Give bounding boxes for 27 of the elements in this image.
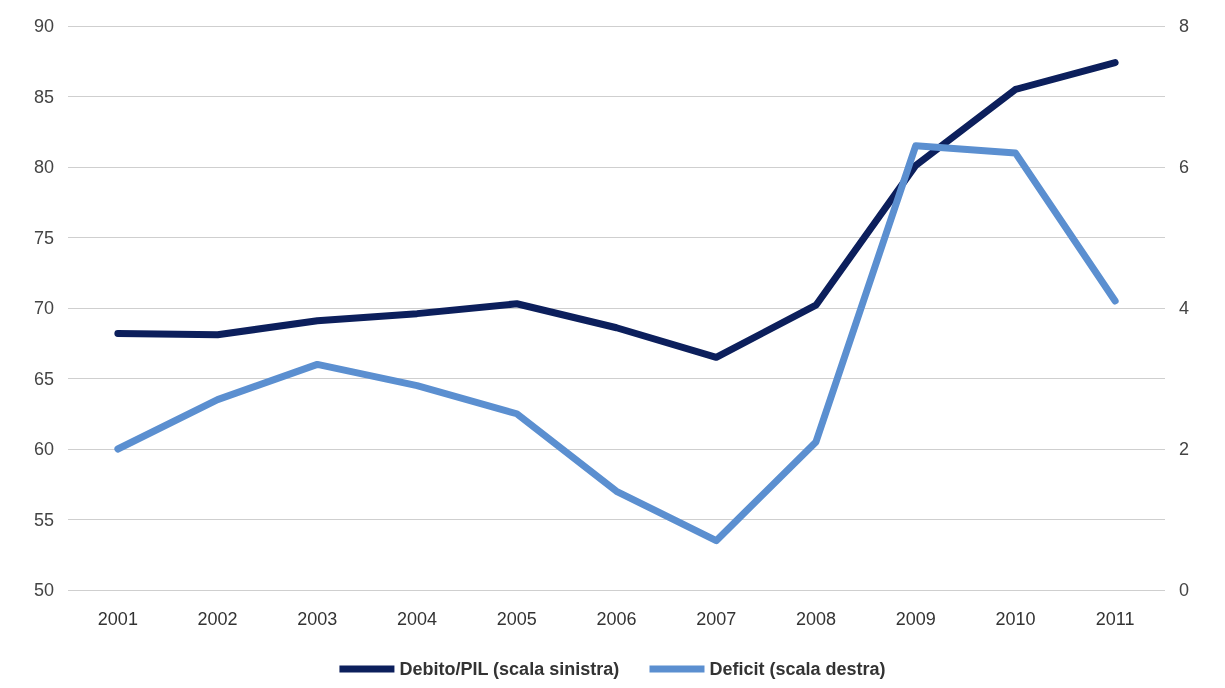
legend-label: Deficit (scala destra) xyxy=(709,659,886,679)
y-tick-label: 80 xyxy=(33,157,54,177)
x-tick-label: 2002 xyxy=(197,609,238,629)
y2-tick-label: 6 xyxy=(1179,157,1190,177)
y-tick-label: 90 xyxy=(33,16,54,36)
x-tick-label: 2008 xyxy=(795,609,836,629)
x-tick-label: 2004 xyxy=(397,609,438,629)
y-tick-label: 60 xyxy=(33,439,54,459)
y-tick-label: 65 xyxy=(33,368,54,389)
y-tick-label: 50 xyxy=(33,580,54,600)
y2-tick-label: 0 xyxy=(1179,580,1190,600)
x-tick-label: 2001 xyxy=(97,609,138,629)
y2-tick-label: 8 xyxy=(1179,16,1190,36)
x-tick-label: 2011 xyxy=(1095,609,1135,629)
x-tick-label: 2009 xyxy=(895,609,936,629)
legend-label: Debito/PIL (scala sinistra) xyxy=(399,659,620,679)
y-tick-label: 70 xyxy=(33,298,54,318)
x-tick-label: 2006 xyxy=(596,609,637,629)
y-tick-label: 55 xyxy=(33,509,54,530)
x-tick-label: 2007 xyxy=(696,609,737,629)
y2-tick-label: 2 xyxy=(1179,439,1190,459)
x-tick-label: 2010 xyxy=(995,609,1036,629)
x-tick-label: 2003 xyxy=(297,609,338,629)
y-tick-label: 85 xyxy=(33,86,54,107)
y2-tick-label: 4 xyxy=(1179,298,1190,318)
x-tick-label: 2005 xyxy=(496,609,537,629)
y-tick-label: 75 xyxy=(33,227,54,248)
